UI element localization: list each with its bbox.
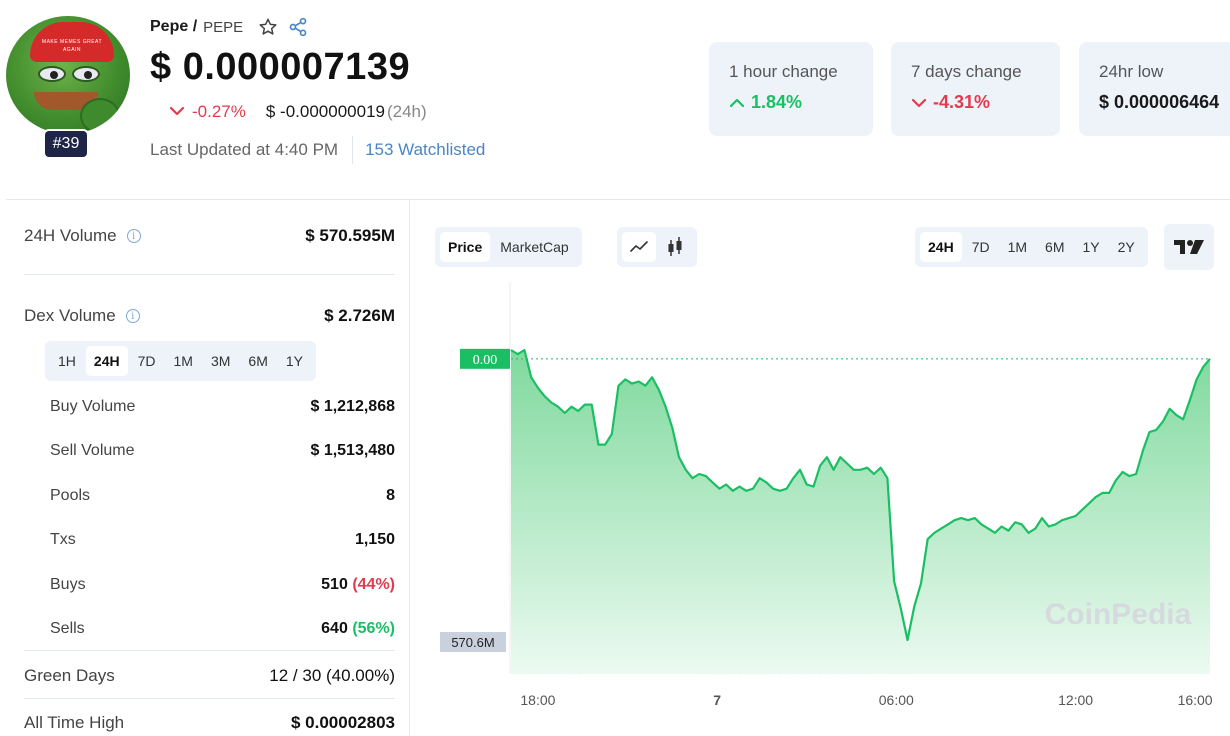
- dex-volume-row: Dex Volume i $ 2.726M: [24, 306, 395, 325]
- x-tick-label: 16:00: [1178, 692, 1213, 708]
- change-period: (24h): [386, 102, 427, 121]
- x-tick-label: 06:00: [879, 692, 914, 708]
- pools-row: Pools 8: [50, 487, 395, 504]
- header-divider: [6, 199, 1230, 200]
- buys-row: Buys 510 (44%): [50, 576, 395, 593]
- chart-style-toggle: [617, 227, 697, 267]
- dex-volume-value: $ 2.726M: [324, 306, 395, 325]
- stats-panel: 24H Volume i $ 570.595M Dex Volume i $ 2.7…: [6, 200, 410, 736]
- watchlisted-link[interactable]: 153 Watchlisted: [365, 140, 486, 159]
- price-area: [511, 350, 1210, 674]
- stat-value: 1.84%: [729, 92, 873, 113]
- x-tick-label: 7: [713, 692, 721, 708]
- logo-hat: [30, 22, 114, 62]
- tab-marketcap[interactable]: MarketCap: [500, 239, 569, 255]
- green-days-row: Green Days 12 / 30 (40.00%): [24, 666, 395, 685]
- txs-row: Txs 1,150: [50, 531, 395, 548]
- chart-type-tabs: Price MarketCap: [435, 227, 582, 267]
- sells-percent: (56%): [352, 620, 395, 637]
- change-percent: -0.27%: [192, 102, 246, 121]
- change-absolute: $ -0.000000019: [265, 102, 385, 121]
- dex-range-24h[interactable]: 24H: [85, 346, 128, 376]
- volume-level-label: 570.6M: [440, 632, 506, 652]
- volume-row: 24H Volume i $ 570.595M: [24, 226, 395, 245]
- tradingview-icon[interactable]: [1164, 224, 1214, 270]
- stat-label: 24hr low: [1099, 62, 1164, 81]
- buys-percent: (44%): [352, 576, 395, 593]
- divider: [352, 136, 354, 164]
- info-icon[interactable]: i: [126, 229, 141, 243]
- svg-text:570.6M: 570.6M: [451, 635, 494, 650]
- share-icon[interactable]: [287, 16, 309, 38]
- price-level-label: 0.00: [460, 348, 510, 369]
- candlestick-icon[interactable]: [658, 232, 692, 262]
- price-change-row: -0.27% $ -0.000000019 (24h): [168, 102, 427, 122]
- svg-text:0.00: 0.00: [473, 353, 498, 368]
- stat-label: 1 hour change: [729, 62, 838, 81]
- line-chart-icon[interactable]: [622, 232, 656, 262]
- stat-card-7d: 7 days change -4.31%: [891, 42, 1060, 136]
- dex-range-7d[interactable]: 7D: [137, 353, 156, 369]
- x-tick-label: 12:00: [1058, 692, 1093, 708]
- x-tick-label: 18:00: [520, 692, 555, 708]
- coin-logo: MAKE MEMES GREAT AGAIN: [6, 16, 130, 134]
- range-2y[interactable]: 2Y: [1117, 239, 1135, 255]
- x-axis-ticks: 18:00 7 06:00 12:00 16:00: [520, 692, 1212, 708]
- range-1y[interactable]: 1Y: [1082, 239, 1100, 255]
- chevron-down-icon: [168, 102, 186, 122]
- all-time-high-row: All Time High $ 0.00002803: [24, 713, 395, 732]
- dex-range-1m[interactable]: 1M: [173, 353, 193, 369]
- stat-value: $ 0.000006464: [1099, 92, 1220, 112]
- dex-range-selector: 1H 24H 7D 1M 3M 6M 1Y: [45, 341, 316, 381]
- price-line: [510, 348, 1211, 642]
- info-icon[interactable]: i: [125, 309, 140, 323]
- last-updated: Last Updated at 4:40 PM: [150, 140, 339, 159]
- dex-range-6m[interactable]: 6M: [248, 353, 268, 369]
- tab-price[interactable]: Price: [440, 232, 491, 262]
- price-chart[interactable]: 0.00 570.6M CoinPedia 18:00 7 06:00 12:00 16…: [416, 200, 1230, 736]
- stat-label: 7 days change: [911, 62, 1022, 81]
- range-6m[interactable]: 6M: [1045, 239, 1065, 255]
- chevron-up-icon: [729, 98, 745, 107]
- range-24h[interactable]: 24H: [920, 232, 962, 262]
- coin-ticker: PEPE: [203, 18, 244, 36]
- chevron-down-icon: [911, 98, 927, 107]
- dex-range-1y[interactable]: 1Y: [285, 353, 303, 369]
- range-1m[interactable]: 1M: [1007, 239, 1028, 255]
- rank-badge: #39: [43, 129, 89, 159]
- updated-row: Last Updated at 4:40 PM 153 Watchlisted: [150, 136, 485, 164]
- volume-value: $ 570.595M: [305, 226, 395, 245]
- dex-range-3m[interactable]: 3M: [210, 353, 231, 369]
- current-price: $ 0.000007139: [150, 46, 411, 88]
- coin-name: Pepe /: [150, 18, 198, 35]
- stat-card-1h: 1 hour change 1.84%: [709, 42, 873, 136]
- coin-title: Pepe / PEPE: [150, 16, 309, 38]
- sell-volume-row: Sell Volume $ 1,513,480: [50, 442, 395, 459]
- watermark: CoinPedia: [1045, 598, 1192, 631]
- dex-range-1h[interactable]: 1H: [58, 353, 76, 369]
- buy-volume-row: Buy Volume $ 1,212,868: [50, 398, 395, 415]
- logo-hat-text: MAKE MEMES GREAT AGAIN: [41, 39, 103, 53]
- chart-range-selector: 24H 7D 1M 6M 1Y 2Y: [915, 227, 1148, 267]
- chart-panel: Price MarketCap 24H 7D 1M 6M 1Y 2Y: [416, 200, 1230, 736]
- range-7d[interactable]: 7D: [971, 239, 990, 255]
- stat-value: -4.31%: [911, 92, 1060, 113]
- sells-row: Sells 640 (56%): [50, 620, 395, 637]
- stat-card-24h-low: 24hr low $ 0.000006464: [1079, 42, 1230, 136]
- star-icon[interactable]: [257, 16, 279, 38]
